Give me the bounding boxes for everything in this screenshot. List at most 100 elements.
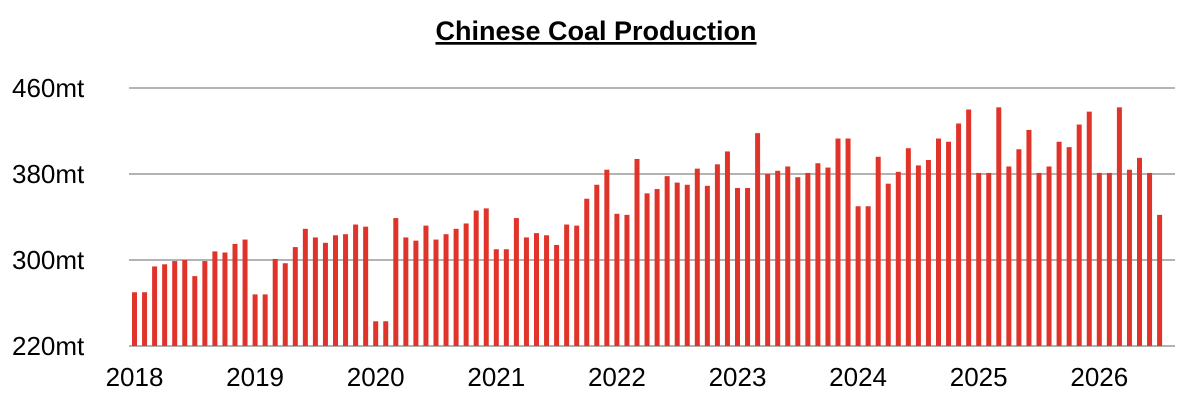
bar <box>684 184 690 346</box>
bar <box>182 260 188 346</box>
bar <box>644 193 650 346</box>
bar <box>463 223 469 346</box>
bar <box>845 138 851 346</box>
bar <box>654 189 660 346</box>
bar <box>513 218 519 346</box>
bar <box>996 107 1002 346</box>
bar <box>986 172 992 346</box>
x-tick-label: 2019 <box>226 362 284 392</box>
bar <box>282 263 288 346</box>
x-tick-label: 2024 <box>829 362 887 392</box>
bar <box>966 109 972 346</box>
x-tick-label: 2020 <box>347 362 405 392</box>
bar <box>1126 169 1132 346</box>
x-tick-label: 2023 <box>709 362 767 392</box>
x-tick-label: 2018 <box>106 362 164 392</box>
bar <box>785 166 791 346</box>
bar <box>393 218 399 346</box>
bar <box>212 251 218 346</box>
bar <box>815 163 821 346</box>
bar <box>584 198 590 346</box>
bar <box>1006 166 1012 346</box>
bar <box>624 214 630 346</box>
bar <box>423 225 429 346</box>
bar <box>714 164 720 346</box>
chart-title: Chinese Coal Production <box>435 16 756 46</box>
bar <box>312 237 318 346</box>
bar <box>1147 172 1153 346</box>
bar <box>1036 172 1042 346</box>
bar <box>152 266 158 346</box>
bar <box>1137 157 1142 347</box>
bar <box>735 187 740 346</box>
bar <box>262 294 268 346</box>
bar <box>694 168 700 347</box>
bars <box>132 107 1163 347</box>
bar <box>614 213 620 346</box>
bar <box>252 294 258 346</box>
bar <box>302 228 308 346</box>
bar <box>373 321 379 346</box>
y-tick-label: 460mt <box>12 73 85 103</box>
bar <box>704 185 710 346</box>
bar <box>222 252 228 346</box>
bar <box>895 171 901 346</box>
x-tick-label: 2021 <box>467 362 525 392</box>
y-tick-label: 300mt <box>12 245 85 275</box>
bar <box>433 239 439 346</box>
y-tick-label: 220mt <box>12 331 85 361</box>
bar <box>594 184 600 346</box>
bar <box>765 174 771 346</box>
bar <box>835 138 841 346</box>
bar <box>473 210 479 346</box>
bar <box>885 183 891 346</box>
bar <box>343 234 349 346</box>
bar <box>905 148 911 346</box>
bar <box>755 133 761 346</box>
bar <box>272 258 278 346</box>
bar <box>483 208 489 346</box>
bar <box>192 276 198 347</box>
bar <box>403 237 409 346</box>
bar <box>162 264 168 346</box>
bar <box>795 177 801 346</box>
bar <box>925 160 931 346</box>
x-tick-label: 2022 <box>588 362 646 392</box>
bar <box>1106 172 1112 346</box>
bar <box>333 235 338 346</box>
bar <box>132 292 137 346</box>
bar <box>1056 141 1062 346</box>
bar <box>202 261 208 346</box>
bar <box>1046 166 1052 346</box>
x-tick-label: 2025 <box>950 362 1008 392</box>
bar <box>604 169 610 346</box>
y-axis-tick-labels: 220mt 300mt 380mt 460mt <box>12 73 85 361</box>
bar <box>724 151 730 346</box>
bar <box>1026 129 1032 346</box>
bar <box>634 158 640 346</box>
bar <box>1086 111 1092 347</box>
y-tick-label: 380mt <box>12 159 85 189</box>
bar <box>322 242 328 346</box>
bar <box>142 292 148 346</box>
bar <box>1076 124 1082 346</box>
bar <box>353 224 359 346</box>
bar <box>1157 214 1163 346</box>
bar <box>875 156 881 346</box>
bar <box>564 224 570 346</box>
bar <box>825 167 831 346</box>
bar <box>976 172 982 346</box>
bar <box>503 249 509 346</box>
bar <box>1096 172 1102 346</box>
bar <box>1116 107 1122 346</box>
bar <box>775 170 781 346</box>
bar <box>1016 149 1022 346</box>
bar <box>493 249 499 346</box>
bar <box>363 226 369 346</box>
bar <box>292 247 298 346</box>
bar <box>523 237 529 346</box>
bar <box>534 233 539 347</box>
bar <box>865 206 871 346</box>
x-tick-label: 2026 <box>1070 362 1128 392</box>
